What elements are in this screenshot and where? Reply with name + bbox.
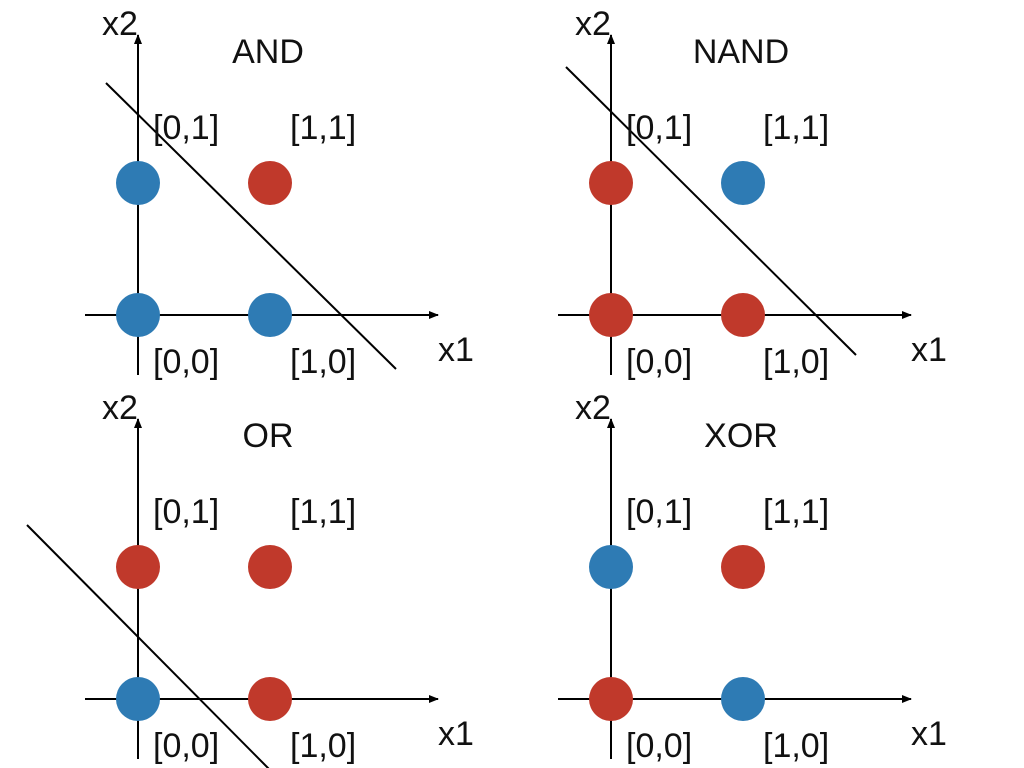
panel-xor: x2 x1 XOR [0,0] [1,0] [0,1] [1,1]	[558, 389, 947, 765]
point-1-1	[248, 545, 292, 589]
point-label: [1,0]	[763, 727, 829, 765]
point-0-1	[589, 161, 633, 205]
x2-axis-label: x2	[575, 5, 611, 43]
point-label: [1,0]	[290, 727, 356, 765]
point-label: [1,0]	[290, 343, 356, 381]
decision-boundary-line	[565, 66, 857, 356]
point-label: [0,1]	[153, 493, 219, 531]
point-0-1	[589, 545, 633, 589]
point-1-0	[721, 677, 765, 721]
point-label: [1,1]	[763, 493, 829, 531]
point-1-1	[721, 161, 765, 205]
point-1-1	[248, 161, 292, 205]
point-label: [0,1]	[626, 493, 692, 531]
point-0-0	[116, 293, 160, 337]
panel-and: x2 x1 AND [0,0] [1,0] [0,1] [1,1]	[85, 5, 474, 381]
point-label: [1,0]	[763, 343, 829, 381]
point-0-0	[589, 677, 633, 721]
point-label: [0,1]	[626, 109, 692, 147]
x2-axis-label: x2	[102, 5, 138, 43]
panel-nand: x2 x1 NAND [0,0] [1,0] [0,1] [1,1]	[558, 5, 947, 381]
x1-axis-label: x1	[911, 331, 947, 369]
x1-axis-label: x1	[438, 331, 474, 369]
point-label: [0,0]	[626, 343, 692, 381]
x1-axis-label: x1	[438, 715, 474, 753]
panel-title: XOR	[704, 417, 778, 455]
point-label: [0,0]	[153, 343, 219, 381]
point-1-0	[248, 293, 292, 337]
point-label: [0,0]	[153, 727, 219, 765]
point-label: [1,1]	[290, 493, 356, 531]
point-1-1	[721, 545, 765, 589]
point-1-0	[721, 293, 765, 337]
point-0-0	[116, 677, 160, 721]
panel-title: OR	[243, 417, 294, 455]
point-0-1	[116, 161, 160, 205]
point-0-0	[589, 293, 633, 337]
point-0-1	[116, 545, 160, 589]
panel-title: AND	[232, 33, 304, 71]
panel-or: x2 x1 OR [0,0] [1,0] [0,1] [1,1]	[26, 389, 474, 768]
point-label: [1,1]	[290, 109, 356, 147]
decision-boundary-line	[26, 524, 270, 768]
point-label: [0,1]	[153, 109, 219, 147]
x1-axis-label: x1	[911, 715, 947, 753]
panel-title: NAND	[693, 33, 789, 71]
x2-axis-label: x2	[102, 389, 138, 427]
x2-axis-label: x2	[575, 389, 611, 427]
decision-boundary-line	[105, 82, 397, 370]
point-label: [1,1]	[763, 109, 829, 147]
point-label: [0,0]	[626, 727, 692, 765]
point-1-0	[248, 677, 292, 721]
